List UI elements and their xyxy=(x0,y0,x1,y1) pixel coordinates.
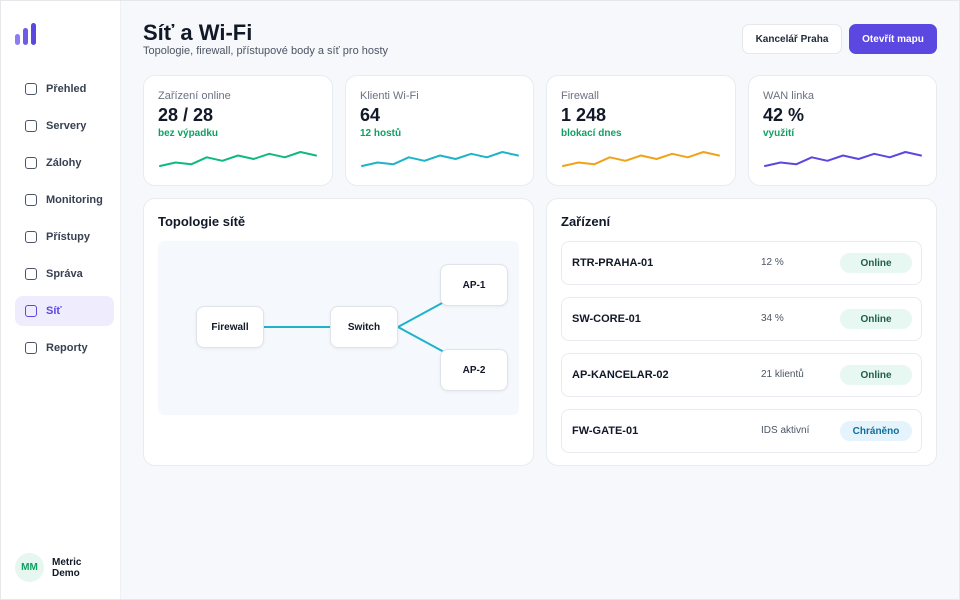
stat-card-wan: WAN linka 42 % využití xyxy=(748,75,937,186)
logo-icon xyxy=(15,21,39,45)
stat-note: 12 hostů xyxy=(360,128,402,139)
stat-card-devices: Zařízení online 28 / 28 bez výpadku xyxy=(143,75,333,186)
sparkline-line xyxy=(361,151,519,167)
sidebar-item-servery[interactable]: Servery xyxy=(15,111,114,141)
checkbox-icon xyxy=(25,342,37,354)
status-badge: Chráněno xyxy=(840,421,912,441)
sidebar-item-label: Monitoring xyxy=(46,194,103,206)
sidebar-item-zalohy[interactable]: Zálohy xyxy=(15,148,114,178)
user-name: Metric Demo xyxy=(52,556,82,579)
stat-label: WAN linka xyxy=(763,90,814,102)
stat-label: Firewall xyxy=(561,90,599,102)
device-row[interactable]: RTR-PRAHA-01 12 % Online xyxy=(561,241,922,285)
node-ap-2[interactable]: AP-2 xyxy=(440,349,508,391)
sidebar-item-prehled[interactable]: Přehled xyxy=(15,74,114,104)
checkbox-icon xyxy=(25,268,37,280)
checkbox-icon xyxy=(25,194,37,206)
sparkline-line xyxy=(159,151,317,167)
device-metric: 12 % xyxy=(761,257,784,268)
sidebar-item-label: Reporty xyxy=(46,342,88,354)
stat-note: blokací dnes xyxy=(561,128,622,139)
device-name: RTR-PRAHA-01 xyxy=(572,257,654,269)
sparkline xyxy=(361,151,519,167)
sidebar-item-label: Servery xyxy=(46,120,87,132)
panel-title: Topologie sítě xyxy=(158,214,246,229)
avatar: MM xyxy=(15,553,44,582)
checkbox-icon xyxy=(25,157,37,169)
stat-value: 64 xyxy=(360,105,381,125)
sparkline xyxy=(159,151,317,167)
stat-note: využití xyxy=(763,128,795,139)
device-name: AP-KANCELAR-02 xyxy=(572,369,669,381)
link-switch-ap1 xyxy=(397,301,445,328)
status-badge: Online xyxy=(840,309,912,329)
status-badge: Online xyxy=(840,253,912,273)
checkbox-icon xyxy=(25,120,37,132)
sparkline xyxy=(562,151,720,167)
device-metric: IDS aktivní xyxy=(761,425,810,436)
sidebar-item-monitoring[interactable]: Monitoring xyxy=(15,185,114,215)
node-switch[interactable]: Switch xyxy=(330,306,398,348)
device-row[interactable]: FW-GATE-01 IDS aktivní Chráněno xyxy=(561,409,922,453)
stat-card-wifi-clients: Klienti Wi-Fi 64 12 hostů xyxy=(345,75,534,186)
stat-card-firewall: Firewall 1 248 blokací dnes xyxy=(546,75,736,186)
topology-links xyxy=(264,301,445,353)
sidebar-item-pristupy[interactable]: Přístupy xyxy=(15,222,114,252)
device-metric: 34 % xyxy=(761,313,784,324)
page-subtitle: Topologie, firewall, přístupové body a s… xyxy=(143,45,389,57)
device-name: SW-CORE-01 xyxy=(572,313,641,325)
node-firewall[interactable]: Firewall xyxy=(196,306,264,348)
sidebar-item-label: Síť xyxy=(46,305,62,317)
sidebar-item-label: Přehled xyxy=(46,83,87,95)
sidebar-item-label: Zálohy xyxy=(46,157,82,169)
panel-title: Zařízení xyxy=(561,214,611,229)
sidebar-item-sprava[interactable]: Správa xyxy=(15,259,114,289)
stat-value: 28 / 28 xyxy=(158,105,214,125)
device-row[interactable]: SW-CORE-01 34 % Online xyxy=(561,297,922,341)
checkbox-icon xyxy=(25,231,37,243)
sidebar: Přehled Servery Zálohy Monitoring Přístu… xyxy=(1,1,121,599)
sparkline-line xyxy=(764,151,922,167)
stat-note: bez výpadku xyxy=(158,128,219,139)
checkbox-icon xyxy=(25,305,37,317)
topology-canvas: Firewall Switch AP-1 AP-2 xyxy=(158,241,519,415)
sidebar-item-sit[interactable]: Síť xyxy=(15,296,114,326)
devices-panel: Zařízení RTR-PRAHA-01 12 % Online SW-COR… xyxy=(546,198,937,466)
sparkline xyxy=(764,151,922,167)
checkbox-icon xyxy=(25,83,37,95)
status-badge: Online xyxy=(840,365,912,385)
device-name: FW-GATE-01 xyxy=(572,425,639,437)
sidebar-nav: Přehled Servery Zálohy Monitoring Přístu… xyxy=(15,74,114,370)
user-profile[interactable]: MM Metric Demo xyxy=(15,553,98,582)
stat-label: Zařízení online xyxy=(158,90,231,102)
sidebar-item-reporty[interactable]: Reporty xyxy=(15,333,114,363)
page-title: Síť a Wi-Fi xyxy=(143,20,253,45)
stat-value: 1 248 xyxy=(561,105,607,125)
open-map-button[interactable]: Otevřít mapu xyxy=(849,24,937,54)
link-switch-ap2 xyxy=(397,326,445,353)
sparkline-line xyxy=(562,151,720,167)
node-ap-1[interactable]: AP-1 xyxy=(440,264,508,306)
sidebar-item-label: Přístupy xyxy=(46,231,91,243)
sidebar-item-label: Správa xyxy=(46,268,83,280)
device-row[interactable]: AP-KANCELAR-02 21 klientů Online xyxy=(561,353,922,397)
topology-panel: Topologie sítě Firewall Switch AP-1 AP-2 xyxy=(143,198,534,466)
device-metric: 21 klientů xyxy=(761,369,804,380)
location-button[interactable]: Kancelář Praha xyxy=(742,24,842,54)
stat-label: Klienti Wi-Fi xyxy=(360,90,419,102)
stat-value: 42 % xyxy=(763,105,805,125)
